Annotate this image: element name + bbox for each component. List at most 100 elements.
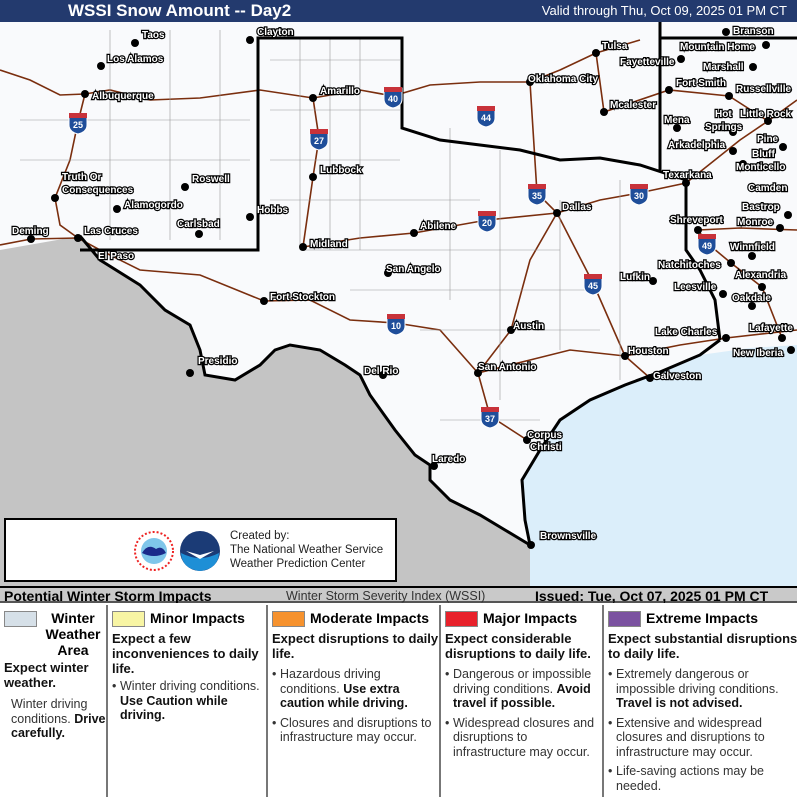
city-dot (410, 229, 418, 237)
city-dot (299, 243, 307, 251)
city-dot (727, 259, 735, 267)
city-dot (719, 290, 727, 298)
city-label: Midland (310, 239, 348, 250)
city-label: Corpus (527, 430, 562, 441)
interstate-layer: 25 40 27 44 35 30 20 49 45 10 37 (68, 87, 717, 429)
city-label: Alamogordo (124, 200, 183, 211)
city-dot (81, 90, 89, 98)
city-dot (113, 205, 121, 213)
legend-bullet: • Widespread closures and disruptions to … (445, 715, 595, 759)
interstate-shield-27: 27 (309, 129, 329, 151)
city-label: Carlsbad (177, 219, 220, 230)
interstate-shield-40: 40 (383, 87, 403, 109)
city-dot (725, 92, 733, 100)
interstate-shield-44: 44 (476, 106, 496, 128)
city-label: Laredo (432, 454, 465, 465)
city-dot (526, 78, 534, 86)
city-label: Mcalester (610, 100, 656, 111)
interstate-shield-37: 37 (480, 407, 500, 429)
city-dot (379, 371, 387, 379)
city-dot (673, 124, 681, 132)
legend-major-impacts: Major Impacts Expect considerable disrup… (439, 605, 601, 797)
city-label: San Angelo (386, 264, 441, 275)
map-area[interactable]: Taos Los Alamos Albuquerque Truth Or Consequ… (0, 22, 797, 587)
city-label: Leesville (674, 282, 717, 293)
svg-text:49: 49 (702, 241, 712, 251)
city-label: Taos (142, 30, 165, 41)
city-label: Albuquerque (92, 91, 154, 102)
city-dot (51, 194, 59, 202)
city-label: Fort Smith (676, 78, 726, 89)
city-label: Consequences (62, 185, 134, 196)
city-label: Marshall (703, 62, 744, 73)
issued-time: Issued: Tue, Oct 07, 2025 01 PM CT (535, 588, 769, 604)
city-layer: Taos Los Alamos Albuquerque Truth Or Consequ… (11, 25, 795, 549)
valid-time: Valid through Thu, Oct 09, 2025 01 PM CT (541, 3, 787, 18)
credit-box: Created by: The National Weather Service… (4, 518, 397, 582)
credit-line-3: Weather Prediction Center (230, 558, 366, 570)
city-dot (97, 62, 105, 70)
city-dot (748, 252, 756, 260)
legend-summary: Expect substantial disruptions to daily … (608, 631, 797, 661)
city-label: Shreveport (670, 215, 723, 226)
interstate-shield-20: 20 (477, 211, 497, 233)
city-label: Winnfield (730, 242, 775, 253)
legend-title: Extreme Impacts (646, 610, 759, 626)
legend-title: Potential Winter Storm Impacts (4, 588, 212, 604)
city-dot (430, 462, 438, 470)
city-label: Christi (530, 442, 562, 453)
city-label: Arkadelphia (668, 140, 726, 151)
map-svg: Taos Los Alamos Albuquerque Truth Or Consequ… (0, 22, 797, 587)
svg-text:20: 20 (482, 218, 492, 228)
legend-summary: Expect winter weather. (4, 660, 89, 690)
legend-bullet: • Life-saving actions may be needed. (608, 764, 764, 793)
city-dot (260, 297, 268, 305)
city-dot (246, 213, 254, 221)
impact-legend: Winter Weather Area Expect winter weathe… (0, 603, 797, 797)
city-label: Camden (748, 183, 787, 194)
city-dot (74, 234, 82, 242)
city-label: Brownsville (540, 531, 597, 542)
city-label: Roswell (192, 174, 230, 185)
color-swatch (608, 611, 641, 627)
legend-summary: Expect disruptions to daily life. (272, 631, 439, 661)
interstate-shield-35: 35 (527, 184, 547, 206)
color-swatch (4, 611, 37, 627)
city-label: Lufkin (620, 272, 650, 283)
city-dot (309, 173, 317, 181)
city-label: Lafayette (749, 323, 793, 334)
city-dot (739, 160, 747, 168)
city-dot (665, 86, 673, 94)
city-dot (246, 36, 254, 44)
city-dot (729, 128, 737, 136)
city-label: Hot (715, 109, 732, 120)
city-dot (677, 55, 685, 63)
interstate-shield-30: 30 (629, 184, 649, 206)
legend-bullet: • Hazardous driving conditions. Use extra… (272, 667, 408, 710)
city-label: Texarkana (663, 170, 712, 181)
city-dot (474, 369, 482, 377)
city-label: Amarillo (320, 86, 360, 97)
city-label: Fort Stockton (270, 292, 335, 303)
legend-bullet: • Extremely dangerous or impossible drivi… (608, 667, 779, 710)
interstate-shield-10: 10 (386, 314, 406, 336)
svg-text:45: 45 (588, 281, 598, 291)
city-dot (523, 436, 531, 444)
city-label: Abilene (420, 221, 457, 232)
city-label: Branson (733, 26, 774, 37)
interstate-shield-49: 49 (697, 234, 717, 256)
interstate-shield-25: 25 (68, 113, 88, 135)
legend-title: Major Impacts (483, 610, 578, 626)
city-dot (507, 326, 515, 334)
legend-bullet: Winter driving conditions. Drive careful… (11, 697, 106, 740)
city-label: Dallas (562, 202, 592, 213)
city-dot (309, 94, 317, 102)
city-dot (778, 334, 786, 342)
city-dot (776, 224, 784, 232)
city-dot (131, 39, 139, 47)
color-swatch (445, 611, 478, 627)
city-label: Little Rock (740, 109, 792, 120)
city-label: Bastrop (742, 202, 780, 213)
credit-line-1: Created by: (230, 530, 290, 542)
legend-summary: Expect a few inconveniences to daily lif… (112, 631, 259, 676)
